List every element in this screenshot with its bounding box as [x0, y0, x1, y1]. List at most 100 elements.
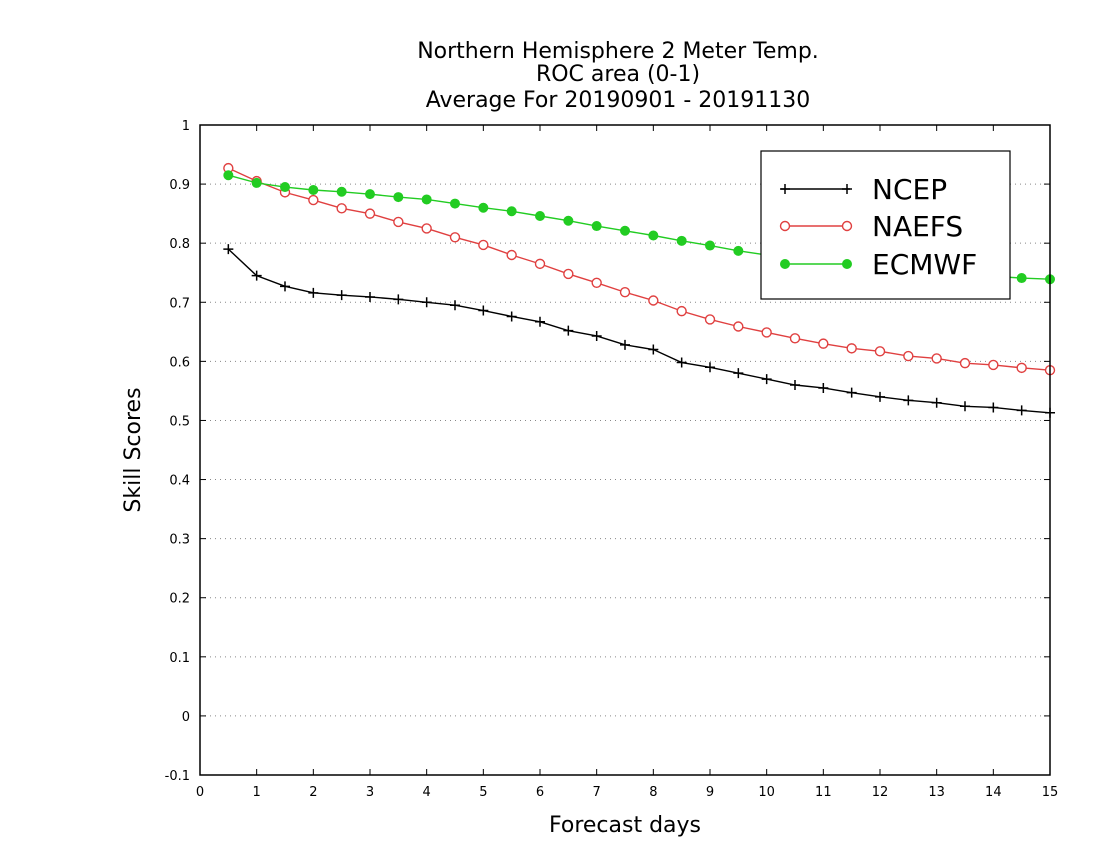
- data-point-naefs: [648, 295, 659, 306]
- x-tick-label: 1: [253, 785, 261, 800]
- data-point-naefs: [818, 338, 829, 349]
- data-point-ncep: [960, 401, 970, 412]
- plot-frame: [199, 124, 1051, 776]
- x-tick-label: 13: [928, 785, 945, 800]
- data-point-naefs: [704, 314, 716, 325]
- data-point-ecmwf: [563, 215, 574, 226]
- y-tick-label: 0.2: [169, 592, 190, 607]
- data-point-naefs: [846, 343, 857, 354]
- data-point-naefs: [364, 208, 376, 219]
- data-point-naefs: [789, 333, 801, 344]
- data-point-naefs: [676, 305, 687, 317]
- data-point-ncep: [251, 270, 262, 281]
- data-point-ecmwf: [308, 185, 319, 195]
- y-tick-label: 0.7: [169, 296, 190, 311]
- legend-marker-ecmwf: [842, 259, 852, 269]
- data-point-ncep: [506, 311, 517, 322]
- x-tick-label: 15: [1042, 785, 1059, 800]
- data-point-ecmwf: [1016, 273, 1027, 284]
- legend-label-ncep: NCEP: [872, 173, 947, 206]
- data-point-ncep: [336, 290, 347, 301]
- data-point-naefs: [959, 357, 971, 369]
- data-point-ncep: [308, 287, 319, 298]
- y-tick-label: 0.8: [169, 237, 190, 252]
- data-point-ecmwf: [393, 192, 404, 203]
- data-point-naefs: [563, 268, 574, 280]
- data-point-ecmwf: [676, 235, 687, 246]
- y-tick-label: 0.3: [169, 533, 190, 548]
- legend-label-ecmwf: ECMWF: [872, 248, 977, 281]
- data-point-ncep: [450, 300, 460, 311]
- legend-marker-ecmwf: [780, 259, 790, 269]
- data-point-ecmwf: [280, 182, 290, 193]
- title-line-2: ROC area (0-1): [536, 62, 700, 87]
- y-tick-label: 0: [182, 710, 190, 725]
- data-point-ecmwf: [591, 221, 602, 232]
- data-point-naefs: [619, 287, 631, 298]
- legend-box: [760, 150, 1011, 300]
- data-point-ncep: [648, 344, 659, 355]
- data-point-naefs: [478, 239, 489, 251]
- y-tick-label: 1: [182, 119, 190, 134]
- data-point-ncep: [620, 339, 630, 350]
- y-tick-label: 0.4: [169, 474, 190, 489]
- x-tick-label: 14: [985, 785, 1002, 800]
- data-point-ecmwf: [223, 170, 234, 181]
- data-point-naefs: [761, 327, 772, 338]
- legend-marker-naefs: [841, 220, 853, 232]
- data-point-naefs: [393, 216, 404, 228]
- data-point-ncep: [875, 391, 885, 402]
- data-point-ncep: [1016, 405, 1027, 416]
- data-point-ecmwf: [365, 189, 375, 200]
- x-tick-label: 11: [815, 785, 832, 800]
- data-point-ecmwf: [648, 230, 659, 241]
- data-point-ncep: [818, 382, 829, 393]
- data-point-naefs: [534, 258, 546, 270]
- data-point-ecmwf: [421, 194, 432, 205]
- series-ncep: [223, 244, 1055, 418]
- data-point-ecmwf: [336, 186, 347, 197]
- x-tick-label: 8: [649, 785, 657, 800]
- x-tick-label: 12: [872, 785, 889, 800]
- data-point-naefs: [506, 249, 517, 261]
- legend-label-naefs: NAEFS: [872, 210, 963, 243]
- data-point-ncep: [705, 362, 715, 373]
- legend-item-ecmwf: ECMWF: [780, 248, 977, 281]
- data-point-ncep: [365, 291, 375, 302]
- data-point-ecmwf: [478, 202, 489, 213]
- data-point-ecmwf: [506, 206, 517, 217]
- data-point-ecmwf: [535, 211, 545, 221]
- legend-marker-naefs: [779, 220, 791, 232]
- data-point-ncep: [676, 357, 687, 368]
- data-point-naefs: [988, 359, 999, 371]
- data-point-naefs: [591, 277, 602, 288]
- legend-marker-ncep: [842, 184, 852, 194]
- data-point-ncep: [223, 244, 234, 255]
- x-axis-title: Forecast days: [549, 813, 701, 838]
- data-point-ncep: [280, 281, 290, 292]
- x-tick-label: 3: [366, 785, 374, 800]
- data-point-naefs: [308, 194, 319, 206]
- axis-ticks: -0.100.10.20.30.40.50.60.70.80.910 1 2 3 4 5 6…: [165, 119, 1059, 800]
- chart-title: Northern Hemisphere 2 Meter Temp. ROC ar…: [417, 39, 819, 113]
- data-point-naefs: [449, 232, 461, 243]
- x-tick-label: 0: [196, 785, 204, 800]
- data-point-naefs: [421, 223, 432, 234]
- data-point-naefs: [733, 321, 744, 332]
- x-tick-label: 4: [423, 785, 431, 800]
- data-point-naefs: [931, 353, 942, 364]
- data-point-ecmwf: [705, 240, 715, 251]
- x-tick-label: 9: [706, 785, 714, 800]
- y-tick-label: -0.1: [165, 769, 190, 784]
- legend-marker-ncep: [780, 184, 790, 194]
- data-point-ncep: [931, 397, 942, 408]
- x-tick-label: 2: [309, 785, 317, 800]
- data-point-ncep: [761, 374, 772, 385]
- data-point-ncep: [563, 325, 574, 336]
- y-tick-label: 0.6: [169, 355, 190, 370]
- data-point-ncep: [478, 305, 489, 316]
- data-point-naefs: [903, 350, 914, 362]
- y-tick-label: 0.5: [169, 414, 190, 429]
- data-point-ncep: [903, 395, 914, 406]
